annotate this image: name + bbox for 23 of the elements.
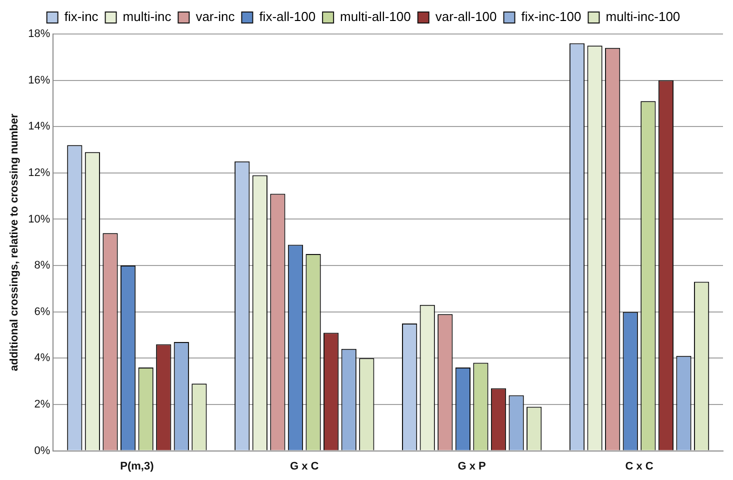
legend-label: fix-inc xyxy=(64,9,99,24)
y-tick-label: 16% xyxy=(28,74,50,86)
x-tick-label: P(m,3) xyxy=(120,460,154,472)
legend-label: var-all-100 xyxy=(435,9,497,24)
legend-label: multi-inc-100 xyxy=(606,9,680,24)
y-tick-label: 0% xyxy=(34,444,50,457)
y-axis-title: additional crossings, relative to crossing number xyxy=(8,113,21,372)
x-tick-label: G x C xyxy=(290,460,319,472)
y-tick-label: 6% xyxy=(34,306,50,318)
y-tick-label: 8% xyxy=(34,260,50,272)
y-tick-label: 14% xyxy=(28,120,50,133)
legend-label: fix-all-100 xyxy=(259,9,316,24)
y-tick-label: 4% xyxy=(34,352,50,364)
y-tick-label: 12% xyxy=(28,166,50,179)
legend-label: multi-all-100 xyxy=(340,9,411,24)
legend-label: fix-inc-100 xyxy=(521,9,582,24)
y-tick-label: 10% xyxy=(28,213,50,226)
legend-label: var-inc xyxy=(196,9,236,24)
legend-label: multi-inc xyxy=(122,9,172,24)
x-tick-label: G x P xyxy=(458,460,486,472)
x-tick-label: C x C xyxy=(625,460,654,472)
y-tick-label: 18% xyxy=(28,28,50,40)
y-tick-label: 2% xyxy=(34,398,50,411)
